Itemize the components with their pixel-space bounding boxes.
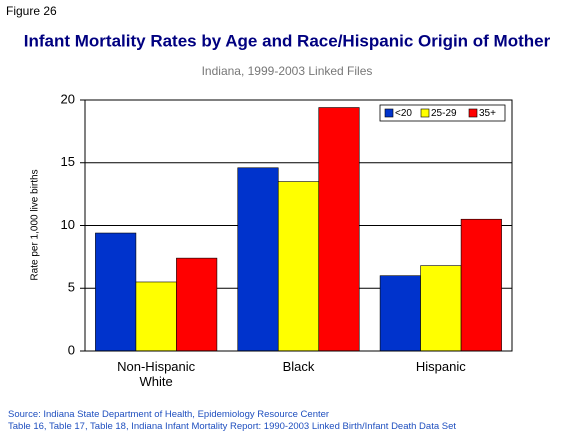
y-tick-label: 5 — [68, 280, 75, 295]
x-tick-label: Black — [282, 359, 315, 374]
bar — [460, 218, 502, 352]
x-tick-label: Hispanic — [415, 359, 466, 374]
chart-subtitle: Indiana, 1999-2003 Linked Files — [202, 64, 373, 78]
legend-swatch — [420, 108, 430, 118]
bar — [135, 281, 177, 352]
bar — [95, 232, 137, 352]
y-tick-label: 10 — [61, 217, 75, 232]
bar — [277, 181, 320, 352]
bar — [379, 275, 421, 352]
bar — [237, 167, 279, 352]
y-tick-label: 20 — [61, 91, 75, 106]
legend-swatch — [384, 108, 394, 118]
source-line: Table 16, Table 17, Table 18, Indiana In… — [8, 421, 457, 432]
legend-swatch — [468, 108, 478, 118]
legend-label: 35+ — [479, 108, 496, 119]
bar — [176, 257, 218, 352]
chart-title: Infant Mortality Rates by Age and Race/H… — [24, 31, 551, 50]
source-line: Source: Indiana State Department of Heal… — [8, 409, 330, 420]
y-tick-label: 15 — [61, 154, 75, 169]
bar — [318, 107, 360, 352]
y-axis-label: Rate per 1,000 live births — [30, 169, 41, 280]
legend-label: 25-29 — [431, 108, 457, 119]
figure-label: Figure 26 — [6, 4, 57, 18]
y-tick-label: 0 — [68, 342, 75, 357]
x-tick-label: Non-Hispanic White — [117, 359, 196, 389]
legend-label: <20 — [395, 108, 412, 119]
bar — [420, 265, 462, 352]
plot-frame — [84, 99, 513, 352]
